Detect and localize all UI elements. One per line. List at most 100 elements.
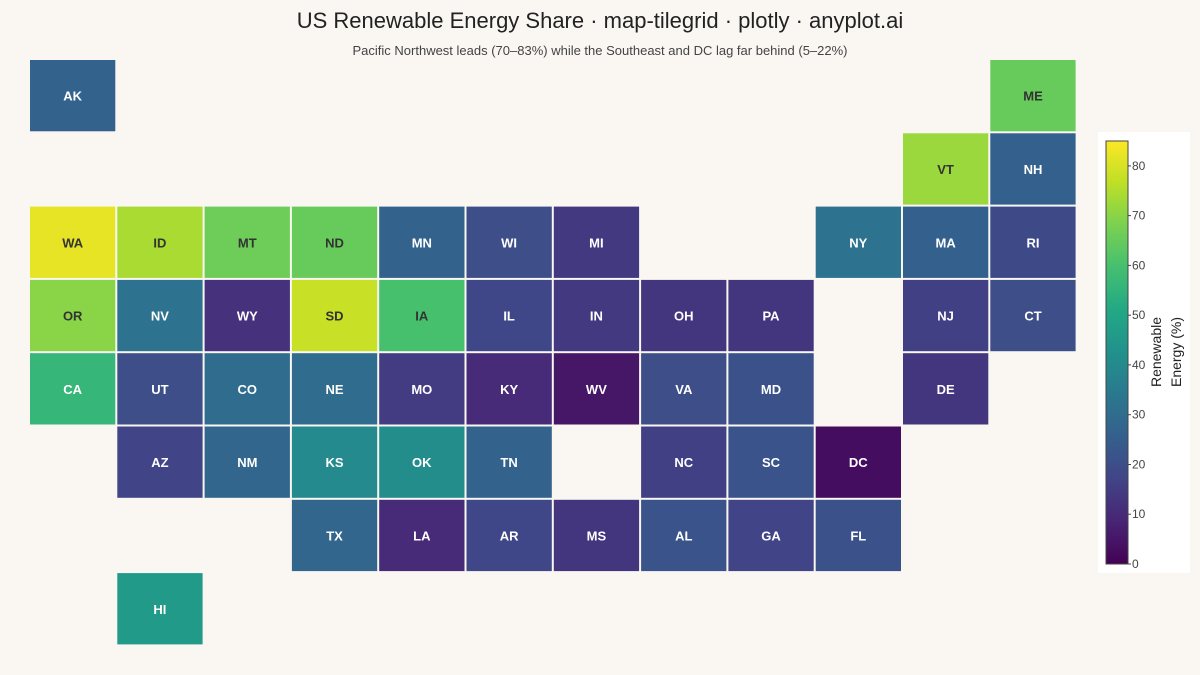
state-tile-ks[interactable]: KS <box>291 426 378 498</box>
state-tile-vt[interactable]: VT <box>903 133 989 205</box>
tile-label: IA <box>415 309 429 324</box>
state-tile-sc[interactable]: SC <box>728 426 814 498</box>
state-tile-ma[interactable]: MA <box>903 206 989 278</box>
tile-rect <box>291 426 378 498</box>
state-tile-ak[interactable]: AK <box>30 60 116 132</box>
tile-rect <box>903 279 989 352</box>
state-tile-mn[interactable]: MN <box>379 206 465 278</box>
tile-rect <box>379 206 465 278</box>
state-tile-ga[interactable]: GA <box>728 499 814 572</box>
tile-rect <box>641 499 727 572</box>
state-tile-nj[interactable]: NJ <box>903 279 989 352</box>
tile-label: UT <box>151 382 168 397</box>
state-tile-wi[interactable]: WI <box>466 206 552 278</box>
tile-label: DE <box>937 382 955 397</box>
state-tile-dc[interactable]: DC <box>815 426 901 498</box>
state-tile-nm[interactable]: NM <box>204 426 290 498</box>
tile-label: WI <box>501 235 517 250</box>
tile-rect <box>728 353 814 425</box>
tile-label: VA <box>675 382 693 397</box>
state-tile-hi[interactable]: HI <box>117 573 203 645</box>
state-tile-ca[interactable]: CA <box>30 353 116 425</box>
state-tile-ri[interactable]: RI <box>990 206 1076 278</box>
colorbar-title-line2: Energy (%) <box>1168 317 1184 387</box>
tile-rect <box>990 60 1076 132</box>
tile-rect <box>815 426 901 498</box>
state-tile-ny[interactable]: NY <box>815 206 901 278</box>
state-tile-az[interactable]: AZ <box>117 426 203 498</box>
tile-rect <box>379 279 465 352</box>
state-tile-id[interactable]: ID <box>117 206 203 278</box>
state-tile-tn[interactable]: TN <box>466 426 552 498</box>
state-tile-me[interactable]: ME <box>990 60 1076 132</box>
state-tile-de[interactable]: DE <box>903 353 989 425</box>
state-tile-ia[interactable]: IA <box>379 279 465 352</box>
tile-rect <box>466 426 552 498</box>
state-tile-wv[interactable]: WV <box>553 353 640 425</box>
state-tile-ne[interactable]: NE <box>291 353 378 425</box>
state-tile-la[interactable]: LA <box>379 499 465 572</box>
tile-rect <box>379 353 465 425</box>
tile-label: TX <box>326 528 343 543</box>
tile-label: ID <box>153 235 166 250</box>
state-tile-ut[interactable]: UT <box>117 353 203 425</box>
state-tile-md[interactable]: MD <box>728 353 814 425</box>
colorbar-tick-label: 30 <box>1132 408 1146 422</box>
tile-label: SC <box>762 455 781 470</box>
state-tile-mi[interactable]: MI <box>553 206 640 278</box>
state-tiles: AK ME VT NH WA ID MT ND MN WI MI NY MA RI OR NV WY SD IA IL… <box>30 60 1076 645</box>
state-tile-al[interactable]: AL <box>641 499 727 572</box>
state-tile-nd[interactable]: ND <box>291 206 378 278</box>
tile-rect <box>990 133 1076 205</box>
colorbar-tick-label: 0 <box>1132 557 1139 571</box>
tile-rect <box>379 499 465 572</box>
state-tile-fl[interactable]: FL <box>815 499 901 572</box>
tile-rect <box>903 353 989 425</box>
state-tile-mt[interactable]: MT <box>204 206 290 278</box>
tile-label: IL <box>503 309 515 324</box>
tile-label: NM <box>237 455 257 470</box>
tile-rect <box>117 279 203 352</box>
tile-rect <box>30 353 116 425</box>
state-tile-ms[interactable]: MS <box>553 499 640 572</box>
state-tile-co[interactable]: CO <box>204 353 290 425</box>
tile-label: NJ <box>937 309 954 324</box>
state-tile-mo[interactable]: MO <box>379 353 465 425</box>
tile-label: FL <box>850 528 866 543</box>
colorbar-tick-label: 60 <box>1132 258 1146 272</box>
state-tile-wa[interactable]: WA <box>30 206 116 278</box>
tile-rect <box>291 206 378 278</box>
tile-rect <box>117 573 203 645</box>
tile-rect <box>466 279 552 352</box>
colorbar-tick-label: 70 <box>1132 209 1146 223</box>
state-tile-nh[interactable]: NH <box>990 133 1076 205</box>
state-tile-ok[interactable]: OK <box>379 426 465 498</box>
state-tile-nv[interactable]: NV <box>117 279 203 352</box>
tile-rect <box>204 279 290 352</box>
state-tile-sd[interactable]: SD <box>291 279 378 352</box>
tile-label: NV <box>151 309 169 324</box>
tile-rect <box>641 426 727 498</box>
state-tile-ar[interactable]: AR <box>466 499 552 572</box>
tile-label: AR <box>500 528 519 543</box>
colorbar-gradient <box>1105 140 1129 565</box>
tile-label: NH <box>1024 162 1043 177</box>
state-tile-tx[interactable]: TX <box>291 499 378 572</box>
tile-label: MA <box>935 235 956 250</box>
state-tile-nc[interactable]: NC <box>641 426 727 498</box>
state-tile-ct[interactable]: CT <box>990 279 1076 352</box>
state-tile-ky[interactable]: KY <box>466 353 552 425</box>
tile-rect <box>466 206 552 278</box>
state-tile-pa[interactable]: PA <box>728 279 814 352</box>
tile-rect <box>553 206 640 278</box>
state-tile-il[interactable]: IL <box>466 279 552 352</box>
colorbar: 0 10 20 30 40 50 60 70 80 Renewable Energy (%) <box>1098 132 1190 573</box>
tile-label: LA <box>413 528 431 543</box>
tile-rect <box>728 426 814 498</box>
state-tile-va[interactable]: VA <box>641 353 727 425</box>
tile-label: IN <box>590 309 603 324</box>
state-tile-in[interactable]: IN <box>553 279 640 352</box>
state-tile-oh[interactable]: OH <box>641 279 727 352</box>
state-tile-or[interactable]: OR <box>30 279 116 352</box>
state-tile-wy[interactable]: WY <box>204 279 290 352</box>
